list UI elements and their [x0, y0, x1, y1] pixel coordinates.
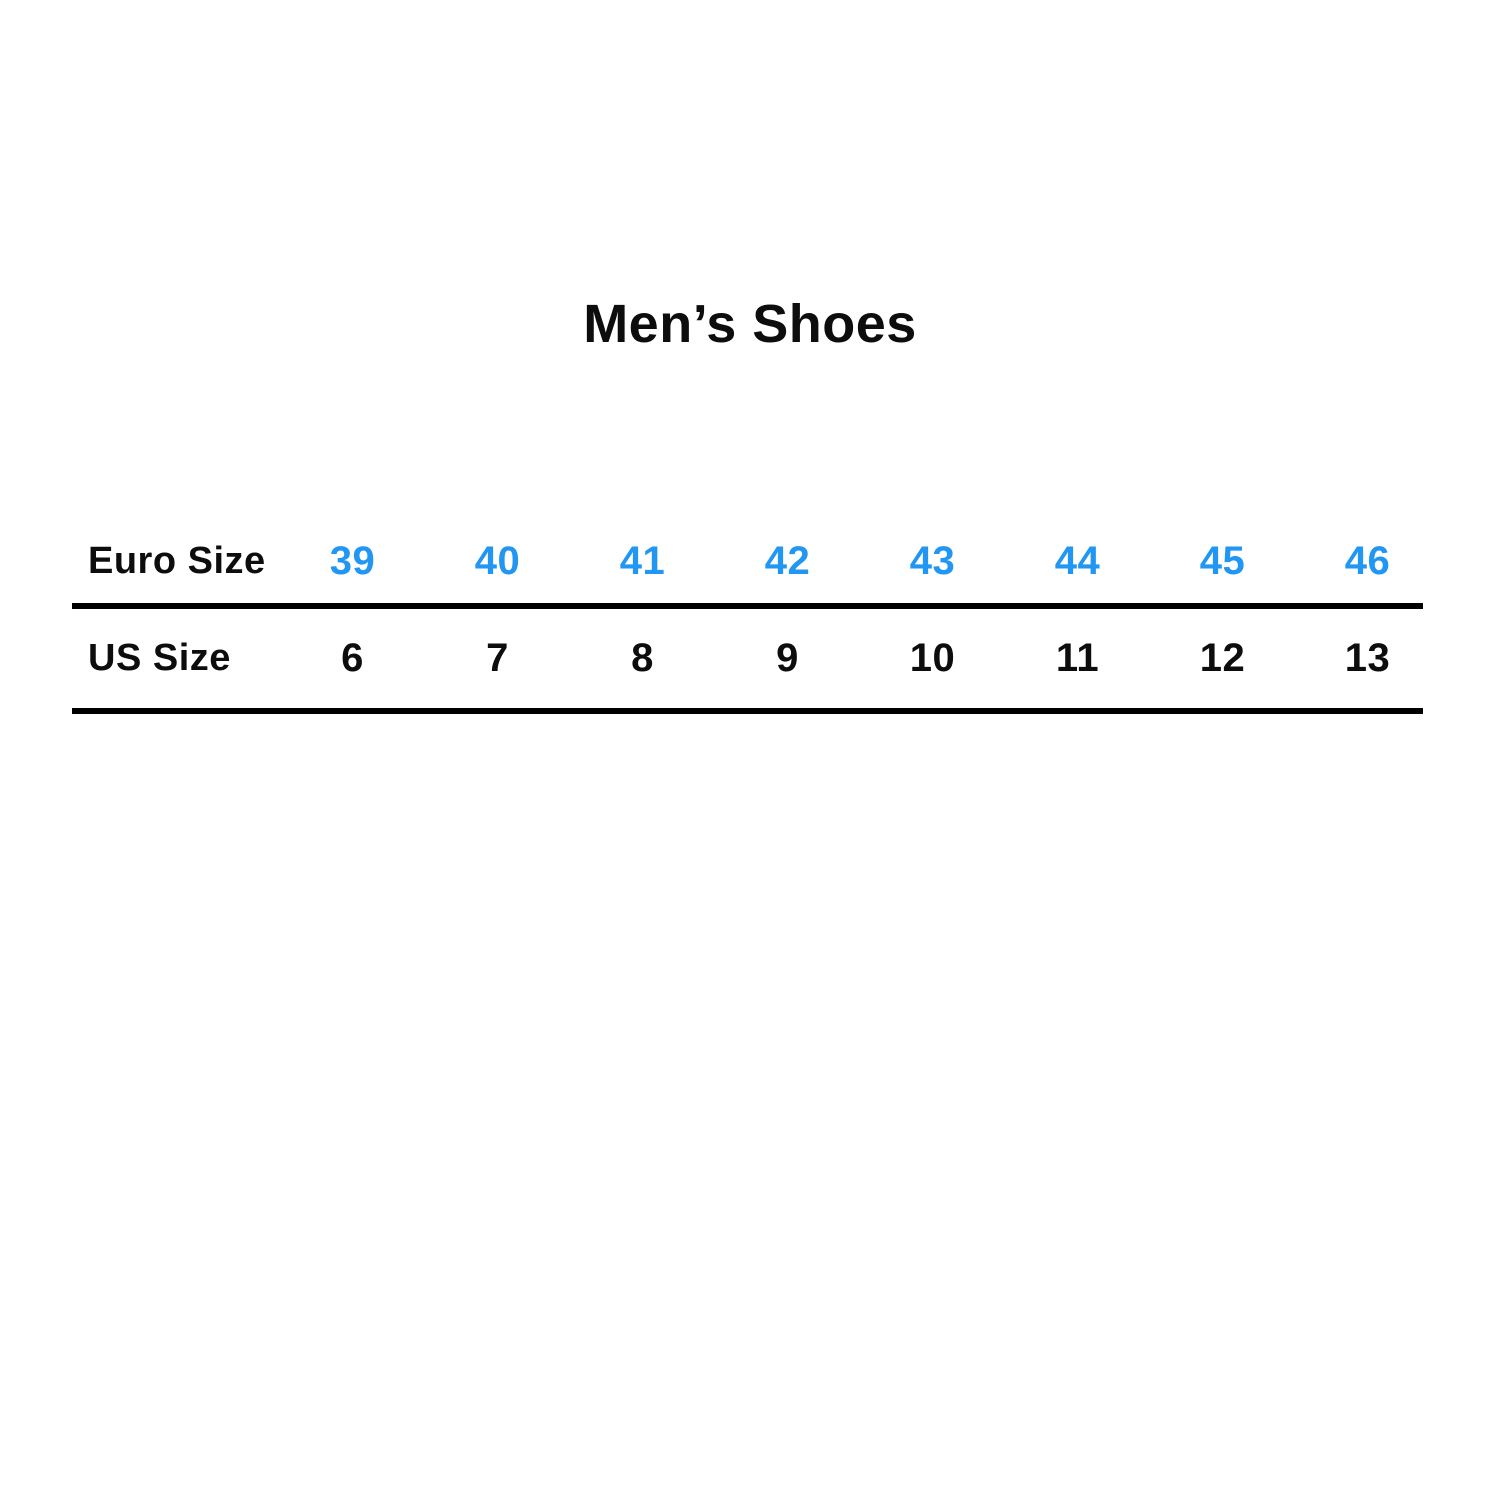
table-rule-top — [72, 603, 1423, 609]
us-size-value: 12 — [1199, 636, 1246, 680]
euro-size-value: 45 — [1199, 538, 1246, 583]
euro-size-value: 44 — [1054, 538, 1101, 583]
us-size-value: 11 — [1055, 636, 1100, 680]
table-rule-bottom — [72, 708, 1423, 714]
us-size-value: 13 — [1344, 636, 1391, 680]
euro-size-values: 39 40 41 42 43 44 45 46 — [280, 539, 1440, 584]
euro-size-value: 41 — [619, 538, 666, 583]
size-conversion-table: Euro Size 39 40 41 42 43 44 45 46 US Siz… — [72, 519, 1440, 714]
euro-size-value: 39 — [329, 538, 376, 583]
us-size-value: 9 — [776, 636, 799, 680]
page-title: Men’s Shoes — [583, 294, 917, 354]
us-size-values: 6 7 8 9 10 11 12 13 — [280, 636, 1440, 681]
euro-size-row-label: Euro Size — [88, 539, 266, 582]
us-size-value: 6 — [341, 636, 364, 680]
us-size-value: 7 — [486, 636, 509, 680]
table-row-euro-size: Euro Size 39 40 41 42 43 44 45 46 — [72, 519, 1440, 603]
us-size-value: 8 — [631, 636, 654, 680]
us-size-row-label: US Size — [88, 637, 231, 679]
euro-size-value: 42 — [764, 538, 811, 583]
table-row-us-size: US Size 6 7 8 9 10 11 12 13 — [72, 609, 1440, 708]
us-size-value: 10 — [909, 636, 956, 680]
euro-size-value: 40 — [474, 538, 521, 583]
euro-size-value: 46 — [1344, 538, 1391, 583]
euro-size-value: 43 — [909, 538, 956, 583]
